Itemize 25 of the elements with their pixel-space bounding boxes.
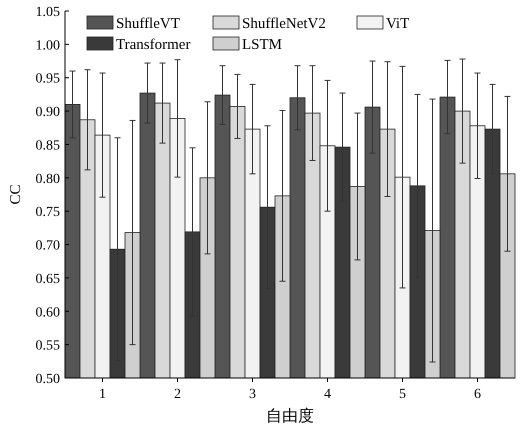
y-tick-label: 1.05 — [36, 5, 60, 20]
legend-label: ShuffleVT — [116, 16, 180, 32]
y-tick-label: 0.80 — [36, 172, 60, 187]
y-axis-title: CC — [8, 184, 24, 205]
y-tick-label: 0.90 — [36, 105, 60, 120]
legend-label: ViT — [386, 16, 410, 32]
y-tick-label: 0.65 — [36, 272, 60, 287]
y-tick-label: 0.75 — [36, 205, 60, 220]
x-tick-label: 1 — [99, 387, 106, 402]
y-tick-label: 0.70 — [36, 238, 60, 254]
y-tick-label: 0.85 — [36, 138, 60, 154]
y-tick-label: 0.55 — [36, 338, 60, 354]
y-tick-label: 0.95 — [36, 72, 60, 87]
x-tick-label: 2 — [174, 387, 181, 402]
y-tick-label: 0.50 — [36, 372, 60, 387]
legend-label: Transformer — [116, 37, 190, 53]
legend-label: ShuffleNetV2 — [242, 16, 326, 32]
x-tick-label: 6 — [474, 387, 481, 402]
y-tick-label: 1.00 — [36, 38, 60, 54]
x-tick-label: 4 — [324, 387, 331, 402]
x-tick-label: 5 — [399, 387, 406, 402]
y-tick-label: 0.60 — [36, 305, 60, 320]
x-tick-label: 3 — [249, 387, 256, 402]
legend-label: LSTM — [242, 37, 282, 53]
x-axis-title: 自由度 — [266, 407, 314, 425]
